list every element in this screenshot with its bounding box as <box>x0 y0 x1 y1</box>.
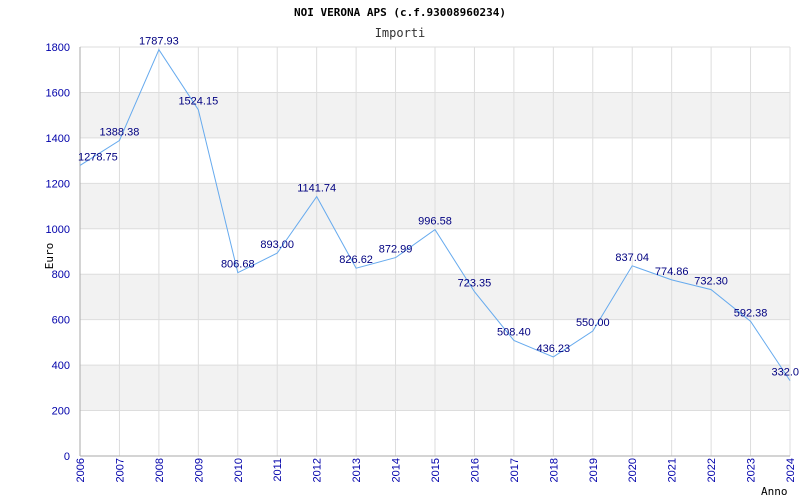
data-label: 996.58 <box>418 216 452 228</box>
data-label: 1388.38 <box>100 127 140 139</box>
chart-subtitle: Importi <box>375 26 426 40</box>
x-tick-label: 2021 <box>667 458 679 482</box>
data-label: 872.99 <box>379 244 413 256</box>
series-line <box>79 48 791 381</box>
data-label: 806.68 <box>221 259 255 271</box>
data-label: 592.38 <box>734 307 768 319</box>
x-tick-label: 2018 <box>548 458 560 482</box>
x-tick-label: 2012 <box>312 458 324 482</box>
x-tick-label: 2019 <box>588 458 600 482</box>
x-tick-labels: 2006 2007 2008 2009 2010 2011 2012 2013 2014 2015… <box>75 458 797 482</box>
data-label: 893.00 <box>260 239 294 251</box>
data-label: 1524.15 <box>178 96 218 108</box>
chart-title: NOI VERONA APS (c.f.93008960234) <box>294 6 506 19</box>
x-tick-label: 2022 <box>706 458 718 482</box>
y-tick-labels: 0 200 400 600 800 1000 1200 1400 1600 1800 <box>46 42 70 463</box>
data-label: 508.40 <box>497 326 531 338</box>
data-label: 1787.93 <box>139 36 179 48</box>
data-label: 332.0 <box>771 367 799 379</box>
y-tick-label: 200 <box>52 406 70 418</box>
x-tick-label: 2016 <box>469 458 481 482</box>
x-tick-label: 2017 <box>509 458 521 482</box>
x-tick-label: 2011 <box>272 458 284 482</box>
y-tick-label: 1800 <box>46 42 70 54</box>
x-axis-label: Anno <box>761 485 788 498</box>
y-tick-label: 1200 <box>46 178 70 190</box>
data-label: 1278.75 <box>78 151 118 163</box>
x-tick-label: 2014 <box>391 458 403 482</box>
data-label: 774.86 <box>655 266 689 278</box>
y-axis-label: Euro <box>43 243 56 270</box>
data-label: 723.35 <box>458 278 492 290</box>
x-tick-label: 2023 <box>746 458 758 482</box>
x-tick-label: 2009 <box>193 458 205 482</box>
y-tick-label: 1000 <box>46 224 70 236</box>
x-tick-label: 2007 <box>114 458 126 482</box>
x-tick-label: 2020 <box>627 458 639 482</box>
y-tick-label: 800 <box>52 269 70 281</box>
y-tick-label: 1600 <box>46 87 70 99</box>
y-tick-label: 600 <box>52 315 70 327</box>
x-tick-label: 2008 <box>154 458 166 482</box>
data-label: 1141.74 <box>297 183 336 195</box>
x-tick-label: 2010 <box>233 458 245 482</box>
y-tick-label: 1400 <box>46 133 70 145</box>
x-tick-label: 2013 <box>351 458 363 482</box>
data-label: 837.04 <box>615 252 649 264</box>
x-tick-label: 2024 <box>785 458 797 482</box>
y-tick-label: 0 <box>64 451 70 463</box>
data-label: 550.00 <box>576 317 610 329</box>
y-tick-label: 400 <box>52 360 70 372</box>
data-label: 436.23 <box>537 343 571 355</box>
data-labels: 1278.75 1388.38 1787.93 1524.15 806.68 893.00… <box>78 36 799 379</box>
data-label: 732.30 <box>694 276 728 288</box>
data-label: 826.62 <box>339 254 373 266</box>
x-tick-label: 2006 <box>75 458 87 482</box>
x-tick-label: 2015 <box>430 458 442 482</box>
